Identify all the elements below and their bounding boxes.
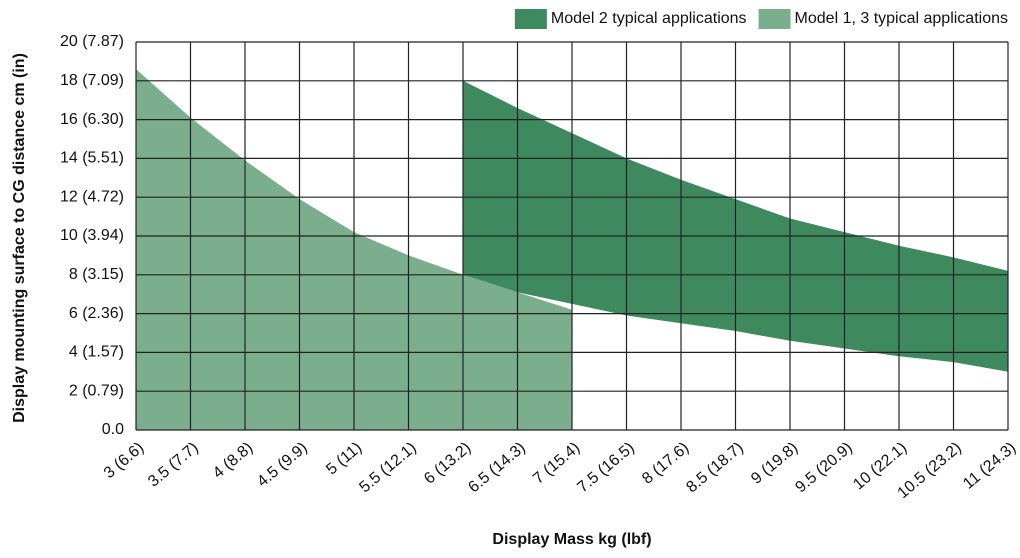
x-tick-label: 9 (19.8) [748,439,801,487]
x-axis-title: Display Mass kg (lbf) [492,531,651,548]
y-tick-label: 0.0 [102,421,124,438]
x-tick-label: 5.5 (12.1) [356,439,419,496]
x-tick-label: 8 (17.6) [639,439,692,487]
x-tick-label: 3.5 (7.7) [145,439,202,490]
x-tick-label: 3 (6.6) [101,439,147,482]
y-axis-title: Display mounting surface to CG distance … [11,53,28,423]
x-tick-label: 8.5 (18.7) [683,439,746,496]
y-tick-label: 4 (1.57) [69,344,124,361]
x-tick-label: 11 (24.3) [960,439,1019,492]
x-tick-label: 6.5 (14.3) [465,439,528,496]
x-tick-label: 9.5 (20.9) [792,439,855,496]
x-tick-label: 6 (13.2) [421,439,474,487]
y-tick-label: 16 (6.30) [60,111,124,128]
y-tick-label: 10 (3.94) [60,227,124,244]
x-tick-label: 4.5 (9.9) [254,439,311,490]
x-tick-label: 7 (15.4) [530,439,583,487]
y-tick-label: 8 (3.15) [69,266,124,283]
legend-swatch [514,9,547,29]
y-tick-label: 18 (7.09) [60,72,124,89]
legend-label: Model 1, 3 typical applications [795,10,1008,27]
y-tick-label: 6 (2.36) [69,305,124,322]
x-tick-label: 4 (8.8) [210,439,256,482]
y-tick-label: 14 (5.51) [60,150,124,167]
y-tick-label: 2 (0.79) [69,382,124,399]
legend-label: Model 2 typical applications [551,10,747,27]
y-tick-label: 20 (7.87) [60,33,124,50]
y-tick-label: 12 (4.72) [60,188,124,205]
x-tick-label: 5 (11) [323,439,365,478]
x-tick-label: 7.5 (16.5) [574,439,637,496]
legend-swatch [758,9,791,29]
